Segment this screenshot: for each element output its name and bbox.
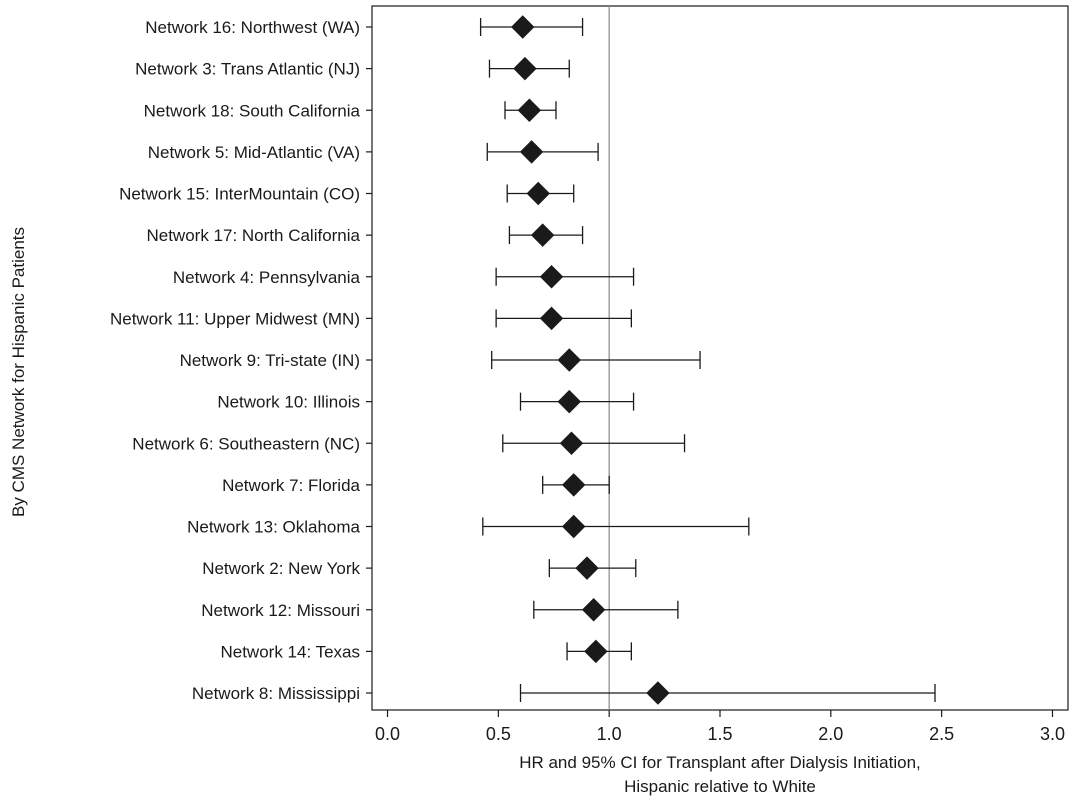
hr-point-diamond — [584, 639, 608, 664]
row-label: Network 4: Pennsylvania — [173, 268, 361, 287]
hr-point-diamond — [575, 556, 599, 580]
forest-row: Network 4: Pennsylvania — [173, 265, 635, 289]
forest-row: Network 3: Trans Atlantic (NJ) — [135, 56, 570, 81]
row-label: Network 2: New York — [202, 559, 360, 578]
forest-row: Network 13: Oklahoma — [187, 514, 750, 539]
hr-point-diamond — [561, 473, 586, 497]
forest-row: Network 11: Upper Midwest (MN) — [110, 306, 632, 331]
forest-row: Network 6: Southeastern (NC) — [132, 431, 686, 455]
hr-point-diamond — [513, 56, 537, 81]
x-axis-title-line-1: HR and 95% CI for Transplant after Dialy… — [519, 753, 921, 772]
forest-row: Network 10: Illinois — [217, 389, 635, 414]
forest-row: Network 9: Tri-state (IN) — [180, 348, 701, 372]
hr-point-diamond — [519, 140, 544, 164]
row-label: Network 14: Texas — [220, 642, 360, 661]
x-axis: 0.0 0.5 1.0 1.5 2.0 2.5 3.0 — [375, 710, 1065, 744]
x-tick-label: 2.5 — [929, 724, 954, 744]
x-tick-label: 0.5 — [486, 724, 511, 744]
row-label: Network 9: Tri-state (IN) — [180, 351, 360, 370]
forest-row: Network 8: Mississippi — [192, 681, 936, 705]
row-label: Network 17: North California — [146, 226, 360, 245]
row-label: Network 16: Northwest (WA) — [145, 18, 360, 37]
row-label: Network 5: Mid-Atlantic (VA) — [148, 143, 360, 162]
forest-row: Network 15: InterMountain (CO) — [119, 181, 575, 206]
row-label: Network 18: South California — [144, 101, 361, 120]
plot-area-frame — [371, 5, 1069, 711]
forest-row: Network 17: North California — [146, 223, 584, 247]
hr-point-diamond — [511, 15, 535, 39]
hr-point-diamond — [561, 514, 586, 539]
x-tick-label: 1.5 — [707, 724, 732, 744]
row-label: Network 6: Southeastern (NC) — [132, 434, 360, 453]
hr-point-diamond — [581, 598, 606, 622]
hr-point-diamond — [646, 681, 670, 705]
hr-point-diamond — [517, 98, 542, 122]
hr-point-diamond — [539, 265, 564, 289]
y-axis-title: By CMS Network for Hispanic Patients — [9, 227, 28, 517]
x-tick-label: 3.0 — [1040, 724, 1065, 744]
row-label: Network 8: Mississippi — [192, 684, 360, 703]
forest-row: Network 14: Texas — [220, 639, 632, 664]
hr-point-diamond — [526, 181, 550, 206]
rows-layer: Network 16: Northwest (WA) Network 3: Tra… — [110, 15, 936, 705]
row-label: Network 13: Oklahoma — [187, 518, 360, 537]
x-tick-label: 0.0 — [375, 724, 400, 744]
hr-point-diamond — [559, 431, 584, 455]
forest-row: Network 12: Missouri — [201, 598, 679, 622]
forest-row: Network 5: Mid-Atlantic (VA) — [148, 140, 599, 164]
hr-point-diamond — [539, 306, 564, 331]
row-label: Network 15: InterMountain (CO) — [119, 185, 360, 204]
row-label: Network 11: Upper Midwest (MN) — [110, 309, 360, 328]
x-axis-title-line-2: Hispanic relative to White — [624, 777, 816, 796]
forest-row: Network 7: Florida — [222, 473, 610, 497]
forest-row: Network 2: New York — [202, 556, 637, 580]
hr-point-diamond — [557, 348, 581, 372]
forest-row: Network 18: South California — [144, 98, 557, 122]
hr-point-diamond — [530, 223, 555, 247]
x-tick-label: 1.0 — [597, 724, 622, 744]
hr-point-diamond — [557, 389, 581, 414]
row-label: Network 7: Florida — [222, 476, 360, 495]
row-label: Network 3: Trans Atlantic (NJ) — [135, 60, 360, 79]
row-label: Network 10: Illinois — [217, 393, 360, 412]
row-label: Network 12: Missouri — [201, 601, 360, 620]
x-tick-label: 2.0 — [818, 724, 843, 744]
forest-row: Network 16: Northwest (WA) — [145, 15, 584, 39]
